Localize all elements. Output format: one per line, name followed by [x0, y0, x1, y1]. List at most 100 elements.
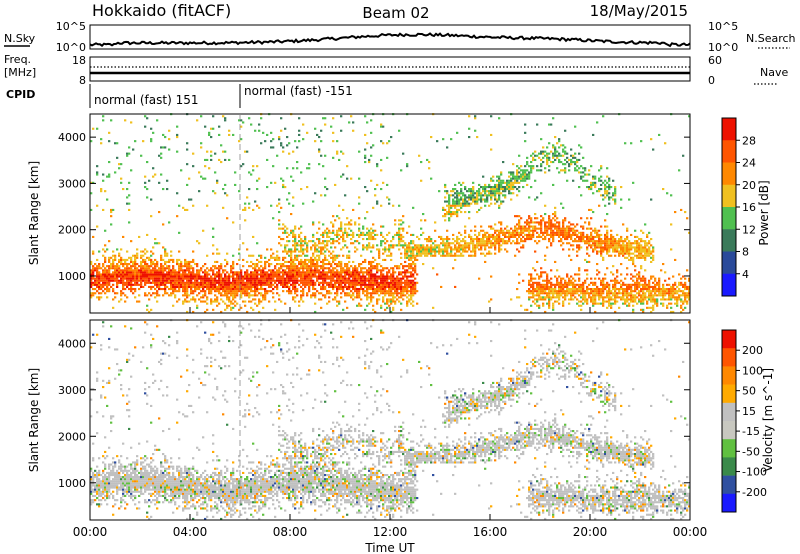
power-cell — [216, 252, 219, 255]
power-cell — [376, 300, 379, 303]
power-cell — [254, 294, 257, 297]
power-cell — [498, 198, 501, 201]
power-cell — [570, 279, 573, 282]
power-cell — [486, 240, 489, 243]
power-cell — [400, 308, 403, 311]
power-cell — [582, 156, 585, 159]
power-cell — [118, 163, 121, 166]
power-cell — [470, 190, 473, 193]
power-cell — [286, 283, 289, 286]
power-cell — [216, 179, 219, 182]
power-cell — [480, 238, 483, 241]
power-cell — [606, 294, 609, 297]
power-cell — [592, 248, 595, 251]
power-cell — [130, 285, 133, 288]
power-cell — [582, 281, 585, 284]
power-cell — [552, 152, 555, 155]
power-cell — [412, 290, 415, 293]
power-cell — [568, 302, 571, 305]
power-cell — [450, 254, 453, 257]
power-cell — [502, 188, 505, 191]
power-cell — [256, 204, 259, 207]
power-cell — [106, 198, 109, 201]
power-cell — [520, 233, 523, 236]
power-cell — [168, 277, 171, 280]
power-cell — [192, 298, 195, 301]
power-cell — [108, 275, 111, 278]
power-cell — [112, 288, 115, 291]
power-cell — [454, 196, 457, 199]
power-cell — [190, 271, 193, 274]
power-cell — [580, 296, 583, 299]
power-cell — [412, 273, 415, 276]
power-cell — [280, 142, 283, 145]
power-cell — [292, 271, 295, 274]
power-cell — [546, 231, 549, 234]
power-cell — [144, 265, 147, 268]
power-cell — [538, 296, 541, 299]
power-cell — [250, 254, 253, 257]
power-cell — [322, 275, 325, 278]
power-cell — [408, 283, 411, 286]
power-cell — [500, 192, 503, 195]
power-cell — [398, 227, 401, 230]
power-cell — [504, 196, 507, 199]
power-cell — [380, 288, 383, 291]
power-cell — [566, 238, 569, 241]
power-cell — [360, 279, 363, 282]
power-cell — [552, 223, 555, 226]
power-cell — [572, 290, 575, 293]
power-cell — [452, 190, 455, 193]
power-cell — [370, 265, 373, 268]
power-cell — [584, 269, 587, 272]
power-cell — [444, 219, 447, 222]
power-cell — [542, 285, 545, 288]
power-cell — [318, 277, 321, 280]
power-cell — [492, 179, 495, 182]
power-cell — [386, 285, 389, 288]
power-cell — [548, 156, 551, 159]
power-cell — [254, 288, 257, 291]
power-cell — [590, 183, 593, 186]
power-cell — [490, 148, 493, 151]
power-cell — [536, 123, 539, 126]
power-cell — [128, 271, 131, 274]
power-cell — [294, 140, 297, 143]
power-cell — [370, 131, 373, 134]
power-cell — [182, 281, 185, 284]
power-cell — [112, 267, 115, 270]
power-cell — [540, 283, 543, 286]
power-cell — [282, 283, 285, 286]
noise-right-tick-top: 10^5 — [708, 20, 738, 33]
power-cell — [498, 238, 501, 241]
power-cell — [218, 281, 221, 284]
power-cell — [104, 288, 107, 291]
power-cell — [552, 217, 555, 220]
power-cell — [482, 233, 485, 236]
power-cell — [406, 271, 409, 274]
power-cell — [230, 300, 233, 303]
power-cell — [310, 273, 313, 276]
power-cell — [328, 254, 331, 257]
power-cell — [412, 256, 415, 259]
power-cell — [444, 254, 447, 257]
power-cell — [540, 221, 543, 224]
power-cell — [600, 281, 603, 284]
power-cell — [586, 300, 589, 303]
power-cell — [158, 283, 161, 286]
power-cell — [148, 279, 151, 282]
power-cell — [410, 258, 413, 261]
power-cell — [312, 273, 315, 276]
power-cell — [548, 225, 551, 228]
power-cell — [420, 250, 423, 253]
power-cell — [492, 186, 495, 189]
power-cell — [294, 300, 297, 303]
power-cell — [380, 281, 383, 284]
power-cell — [578, 294, 581, 297]
power-cell — [166, 279, 169, 282]
power-cell — [554, 223, 557, 226]
power-cell — [406, 288, 409, 291]
power-cell — [362, 225, 365, 228]
power-cell — [418, 250, 421, 253]
power-cell — [416, 290, 419, 293]
